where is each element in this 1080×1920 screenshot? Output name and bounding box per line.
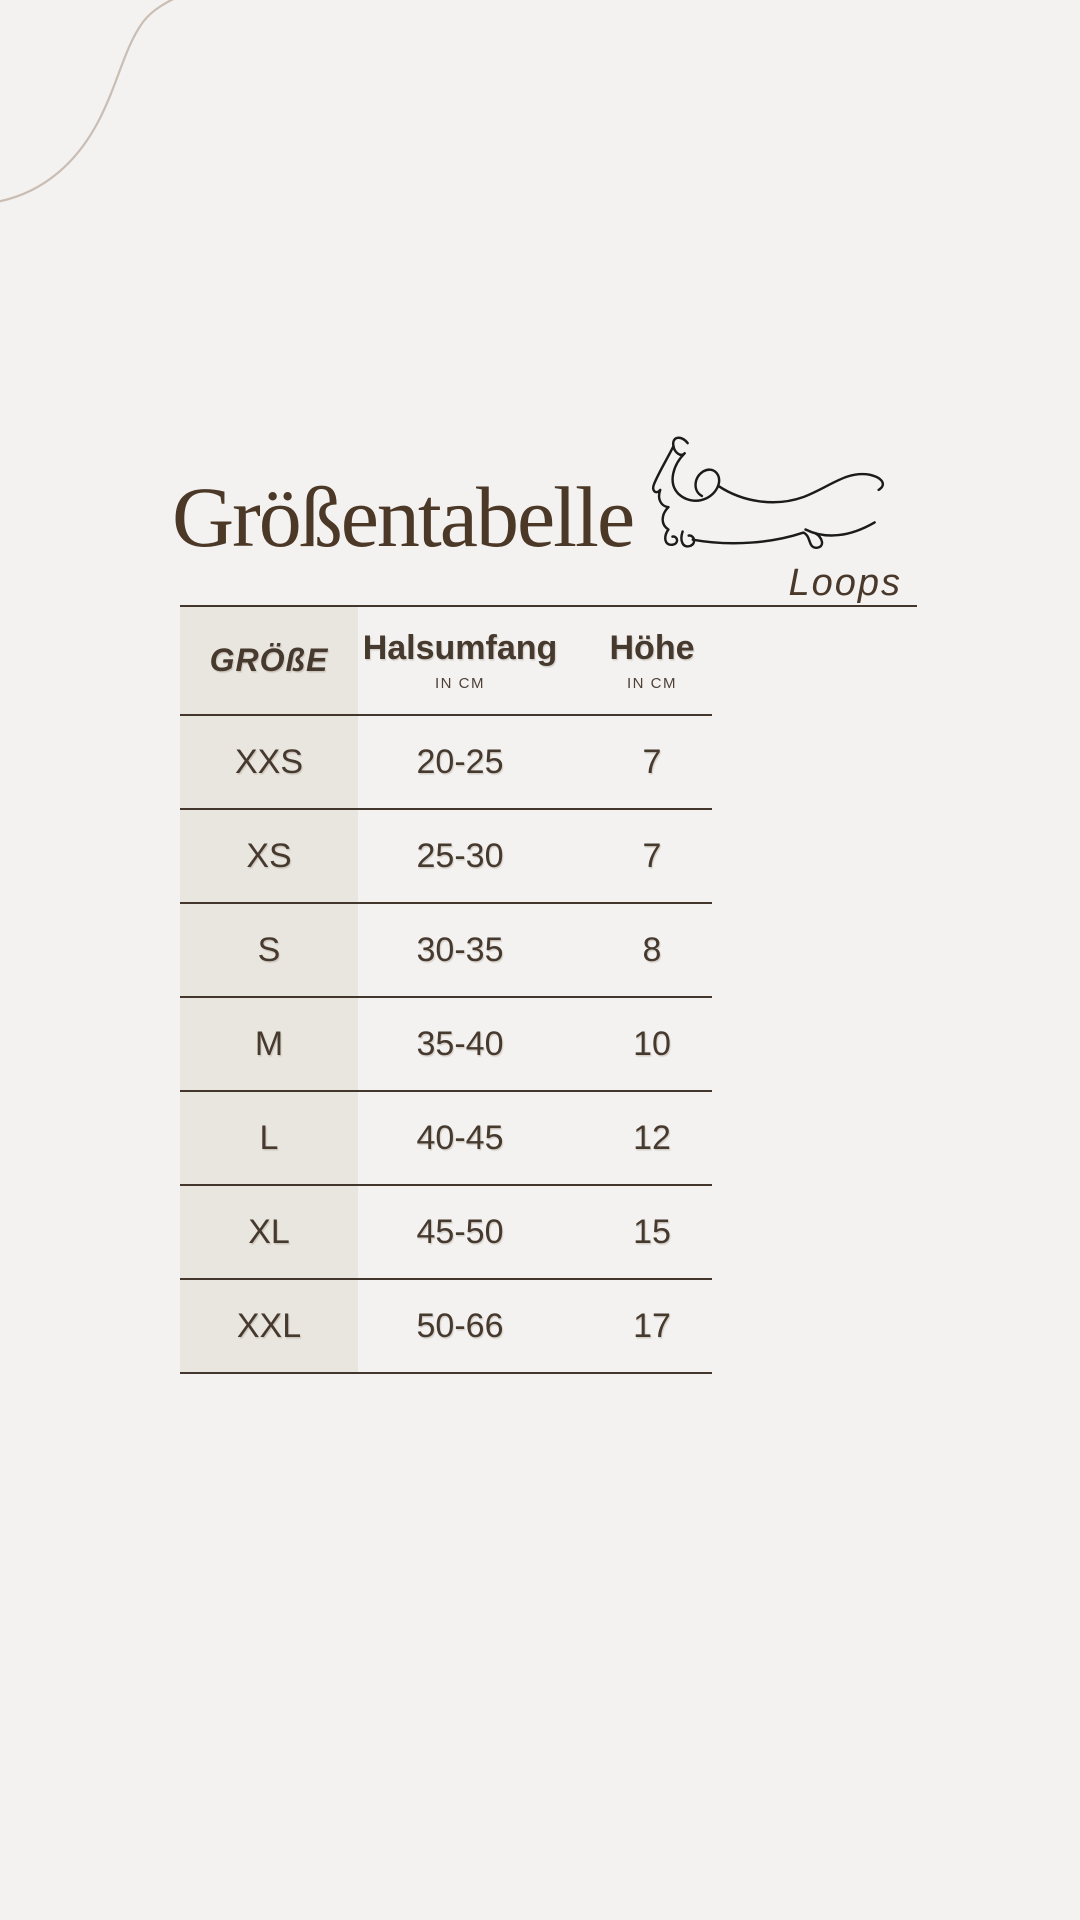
table-row: XL 45-50 15: [180, 1186, 712, 1280]
height-cell: 12: [633, 1118, 671, 1157]
table-row: M 35-40 10: [180, 998, 712, 1092]
size-table: GRÖßE Halsumfang IN CM Höhe IN CM XXS 20-…: [180, 607, 712, 1374]
height-cell: 15: [633, 1212, 671, 1251]
table-header-row: GRÖßE Halsumfang IN CM Höhe IN CM: [180, 607, 712, 716]
column-header-height: Höhe IN CM: [562, 607, 712, 714]
header-divider: [180, 605, 917, 607]
column-header-height-sublabel: IN CM: [627, 675, 677, 692]
height-cell: 17: [633, 1306, 671, 1345]
table-row: S 30-35 8: [180, 904, 712, 998]
size-cell: L: [180, 1092, 358, 1184]
column-header-neck: Halsumfang IN CM: [358, 607, 562, 714]
neck-circumference-cell: 20-25: [416, 742, 504, 781]
brand-name: Loops: [788, 562, 902, 604]
column-header-neck-sublabel: IN CM: [435, 675, 485, 692]
height-cell: 8: [642, 930, 662, 969]
neck-circumference-cell: 25-30: [416, 836, 504, 875]
size-cell: XXL: [180, 1280, 358, 1372]
column-header-height-label: Höhe: [609, 629, 695, 667]
height-cell: 7: [642, 836, 662, 875]
neck-circumference-cell: 35-40: [416, 1024, 504, 1063]
table-row: L 40-45 12: [180, 1092, 712, 1186]
neck-circumference-cell: 40-45: [416, 1118, 504, 1157]
table-row: XXL 50-66 17: [180, 1280, 712, 1374]
size-cell: XL: [180, 1186, 358, 1278]
dachshund-line-drawing-icon: [652, 436, 885, 550]
size-cell: S: [180, 904, 358, 996]
size-table-body: XXS 20-25 7 XS 25-30 7 S 30-35 8 M 35-40 10 L 40-45 12…: [180, 716, 712, 1374]
size-cell: XXS: [180, 716, 358, 808]
size-cell: XS: [180, 810, 358, 902]
table-row: XS 25-30 7: [180, 810, 712, 904]
height-cell: 7: [642, 742, 662, 781]
corner-curve-decoration: [0, 0, 174, 203]
table-row: XXS 20-25 7: [180, 716, 712, 810]
column-header-size-label: GRÖßE: [209, 642, 329, 678]
size-cell: M: [180, 998, 358, 1090]
column-header-neck-label: Halsumfang: [362, 629, 558, 667]
page-title: Größentabelle: [172, 469, 635, 565]
height-cell: 10: [633, 1024, 671, 1063]
neck-circumference-cell: 30-35: [416, 930, 504, 969]
neck-circumference-cell: 50-66: [416, 1306, 504, 1345]
column-header-size: GRÖßE: [180, 607, 358, 714]
neck-circumference-cell: 45-50: [416, 1212, 504, 1251]
